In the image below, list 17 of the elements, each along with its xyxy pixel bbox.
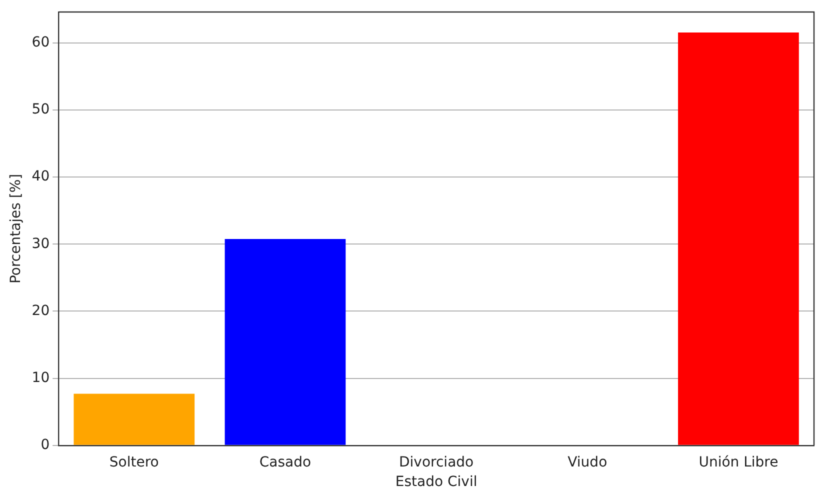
y-tick-label: 60 — [32, 34, 50, 50]
bar — [224, 238, 346, 445]
x-tick-label: Unión Libre — [698, 454, 778, 470]
x-tick-label: Divorciado — [399, 454, 474, 470]
x-tick-label: Viudo — [568, 454, 608, 470]
y-tick-label: 40 — [32, 168, 50, 185]
x-axis-title: Estado Civil — [395, 474, 478, 490]
y-tick-label: 50 — [32, 102, 50, 118]
y-axis-title: Porcentajes [%] — [8, 174, 24, 284]
y-tick-label: 30 — [32, 236, 50, 252]
x-tick-label: Casado — [259, 454, 312, 470]
y-tick-label: 0 — [40, 437, 50, 454]
x-tick-label: Soltero — [109, 454, 159, 470]
y-tick-label: 20 — [32, 302, 50, 319]
bar — [74, 394, 195, 445]
y-tick-label: 10 — [32, 370, 50, 386]
bar — [678, 32, 799, 445]
